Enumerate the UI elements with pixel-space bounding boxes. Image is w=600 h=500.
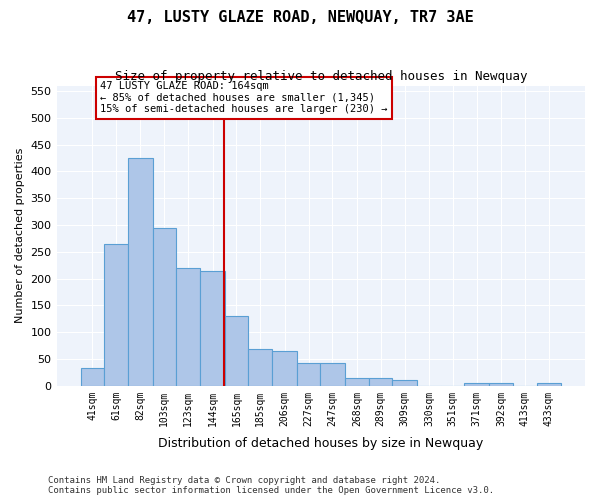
Y-axis label: Number of detached properties: Number of detached properties <box>15 148 25 324</box>
Bar <box>320 362 344 386</box>
Title: Size of property relative to detached houses in Newquay: Size of property relative to detached ho… <box>115 70 527 83</box>
Bar <box>104 244 128 386</box>
Bar <box>344 378 369 386</box>
Bar <box>152 228 176 386</box>
X-axis label: Distribution of detached houses by size in Newquay: Distribution of detached houses by size … <box>158 437 484 450</box>
Text: 47 LUSTY GLAZE ROAD: 164sqm
← 85% of detached houses are smaller (1,345)
15% of : 47 LUSTY GLAZE ROAD: 164sqm ← 85% of det… <box>100 81 388 114</box>
Bar <box>248 350 272 386</box>
Text: 47, LUSTY GLAZE ROAD, NEWQUAY, TR7 3AE: 47, LUSTY GLAZE ROAD, NEWQUAY, TR7 3AE <box>127 10 473 25</box>
Bar <box>464 383 489 386</box>
Bar <box>272 351 297 386</box>
Text: Contains HM Land Registry data © Crown copyright and database right 2024.
Contai: Contains HM Land Registry data © Crown c… <box>48 476 494 495</box>
Bar <box>369 378 392 386</box>
Bar <box>200 270 225 386</box>
Bar <box>176 268 200 386</box>
Bar <box>489 383 513 386</box>
Bar <box>225 316 248 386</box>
Bar <box>128 158 152 386</box>
Bar <box>392 380 417 386</box>
Bar <box>80 368 104 386</box>
Bar <box>297 362 320 386</box>
Bar <box>536 383 561 386</box>
